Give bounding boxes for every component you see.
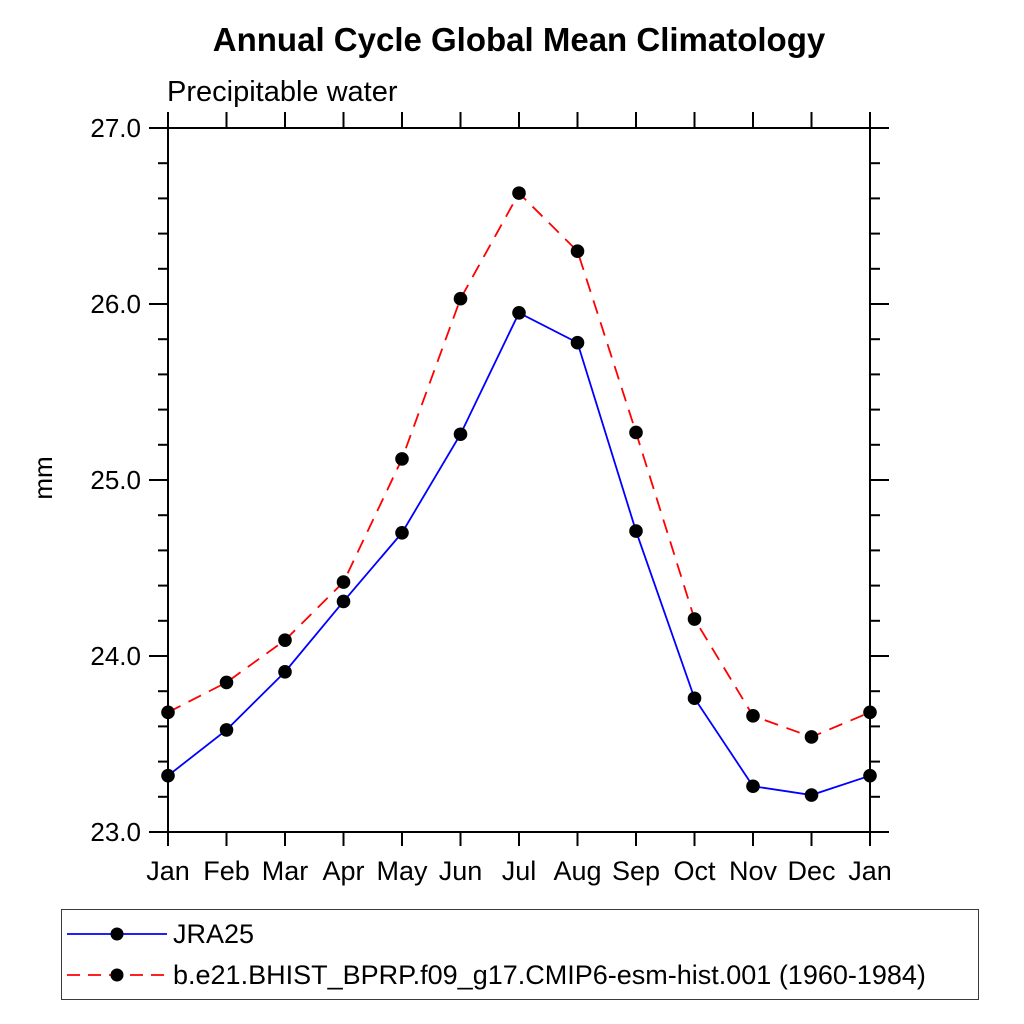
y-axis-title: mm xyxy=(28,456,58,499)
y-tick-label: 25.0 xyxy=(90,465,141,495)
data-point-marker xyxy=(395,526,409,540)
legend-item-model: b.e21.BHIST_BPRP.f09_g17.CMIP6-esm-hist.… xyxy=(62,958,978,992)
legend-label: b.e21.BHIST_BPRP.f09_g17.CMIP6-esm-hist.… xyxy=(173,959,926,990)
x-tick-label: Jan xyxy=(146,856,190,886)
series-line-0 xyxy=(167,311,871,796)
legend-marker xyxy=(110,927,124,941)
data-point-marker xyxy=(570,335,585,350)
data-point-marker xyxy=(687,612,702,626)
data-point-marker xyxy=(746,779,760,794)
left-axis-title: Precipitable water xyxy=(167,76,398,108)
x-tick-label: Jan xyxy=(848,856,892,886)
data-point-marker xyxy=(219,723,234,737)
data-point-marker xyxy=(336,594,351,609)
x-tick-label: Oct xyxy=(673,856,716,886)
data-point-marker xyxy=(278,665,292,679)
y-tick-label: 24.0 xyxy=(90,641,141,671)
series-line-1 xyxy=(167,191,871,738)
data-point-marker xyxy=(278,633,292,647)
legend-line-sample-0 xyxy=(67,927,167,941)
data-point-marker xyxy=(863,705,877,720)
data-point-marker xyxy=(629,425,643,440)
data-point-marker xyxy=(161,705,175,720)
plot-frame xyxy=(167,127,871,833)
legend-marker xyxy=(110,968,124,982)
legend-item-jra25: JRA25 xyxy=(62,917,978,951)
x-tick-label: Aug xyxy=(553,856,601,886)
data-point-marker xyxy=(804,788,819,802)
data-point-marker xyxy=(336,575,351,589)
x-tick-label: Dec xyxy=(787,856,835,886)
x-tick-label: Feb xyxy=(203,856,250,886)
data-point-marker xyxy=(570,244,585,258)
data-point-marker xyxy=(863,768,877,783)
data-point-marker xyxy=(219,675,234,690)
y-tick-label: 27.0 xyxy=(90,113,141,143)
x-tick-label: Apr xyxy=(322,856,364,886)
y-tick-label: 23.0 xyxy=(90,817,141,847)
data-point-marker xyxy=(161,768,175,783)
data-point-marker xyxy=(687,691,702,706)
chart-title: Annual Cycle Global Mean Climatology xyxy=(212,21,826,58)
legend-label: JRA25 xyxy=(173,918,255,949)
x-tick-label: Mar xyxy=(262,856,309,886)
data-point-marker xyxy=(746,709,760,723)
data-point-marker xyxy=(512,186,526,200)
data-point-marker xyxy=(629,524,643,538)
x-tick-label: Jul xyxy=(502,856,537,886)
data-point-marker xyxy=(512,306,526,320)
x-tick-label: Nov xyxy=(729,856,778,886)
y-tick-label: 26.0 xyxy=(90,289,141,319)
x-tick-label: May xyxy=(376,856,428,886)
data-point-marker xyxy=(453,427,468,442)
data-point-marker xyxy=(395,452,409,466)
legend: JRA25 b.e21.BHIST_BPRP.f09_g17.CMIP6-esm… xyxy=(61,909,979,1000)
data-point-marker xyxy=(453,291,468,306)
data-point-marker xyxy=(804,730,819,744)
x-tick-label: Jun xyxy=(439,856,483,886)
x-tick-label: Sep xyxy=(612,856,660,886)
legend-line-sample-1 xyxy=(67,968,167,982)
